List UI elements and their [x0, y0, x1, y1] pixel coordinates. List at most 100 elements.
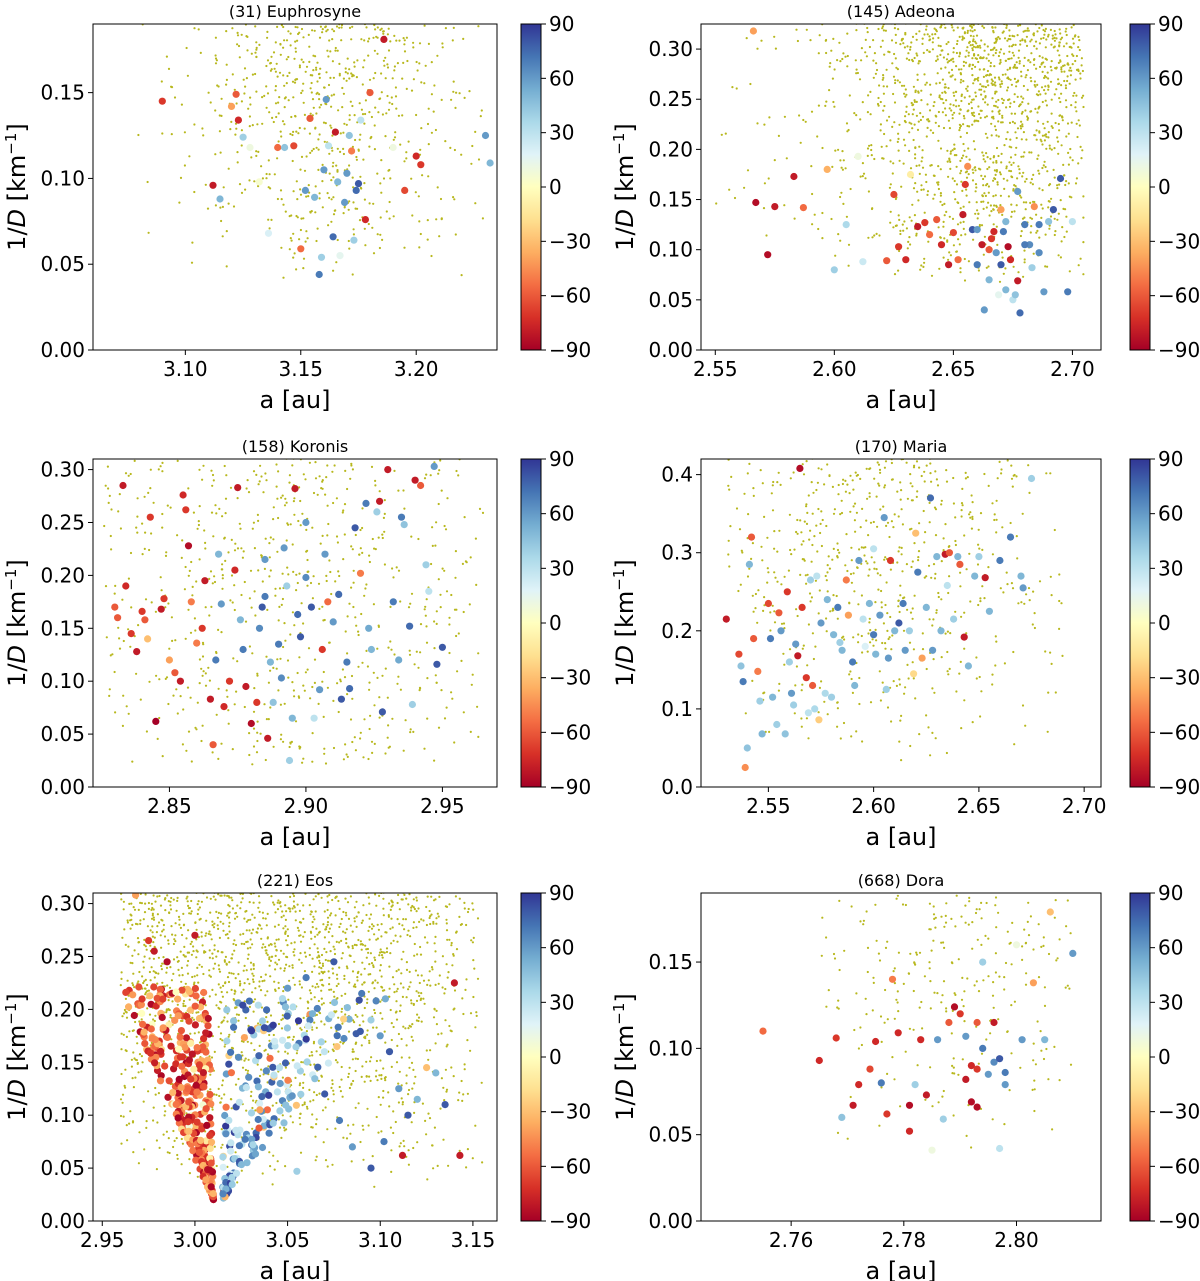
- background-point: [187, 574, 190, 577]
- background-point: [1000, 152, 1003, 155]
- background-point: [372, 77, 375, 80]
- background-point: [435, 681, 438, 684]
- background-point: [280, 890, 282, 892]
- background-point: [255, 154, 258, 157]
- background-point: [223, 1045, 226, 1048]
- background-point: [907, 52, 910, 55]
- background-point: [394, 131, 397, 134]
- background-point: [1029, 216, 1032, 219]
- background-point: [186, 686, 190, 689]
- data-point: [481, 131, 490, 140]
- background-point: [960, 509, 963, 512]
- background-point: [889, 160, 892, 163]
- background-point: [275, 1101, 278, 1105]
- background-point: [412, 41, 415, 44]
- background-point: [945, 99, 948, 102]
- background-point: [1023, 56, 1026, 60]
- background-point: [816, 481, 820, 484]
- background-point: [942, 21, 944, 23]
- background-point: [1042, 164, 1045, 167]
- background-point: [381, 986, 384, 989]
- background-point: [274, 945, 277, 948]
- background-point: [132, 1051, 135, 1054]
- background-point: [318, 197, 321, 200]
- background-point: [1035, 213, 1038, 216]
- background-point: [227, 912, 230, 915]
- background-point: [800, 717, 803, 720]
- background-point: [1034, 107, 1037, 110]
- background-point: [914, 182, 917, 185]
- colorbar-tick-label: 90: [549, 12, 574, 36]
- background-point: [731, 86, 734, 89]
- background-point: [434, 983, 437, 987]
- background-point: [106, 465, 109, 468]
- background-point: [180, 1137, 183, 1141]
- background-point: [247, 107, 250, 110]
- background-point: [1070, 104, 1073, 107]
- background-point: [248, 125, 251, 128]
- background-point: [1050, 148, 1053, 151]
- background-point: [154, 1014, 157, 1017]
- background-point: [952, 47, 955, 50]
- background-point: [360, 921, 363, 925]
- background-point: [453, 148, 456, 152]
- background-point: [293, 695, 296, 698]
- background-point: [426, 895, 429, 898]
- background-point: [1020, 70, 1023, 73]
- background-point: [362, 66, 365, 69]
- background-point: [754, 607, 757, 610]
- background-point: [909, 473, 912, 476]
- background-point: [983, 472, 986, 476]
- background-point: [177, 968, 180, 972]
- background-point: [310, 149, 314, 152]
- background-point: [426, 677, 429, 680]
- data-point: [973, 226, 981, 234]
- background-point: [967, 102, 971, 105]
- background-point: [1012, 54, 1016, 57]
- background-point: [145, 730, 148, 733]
- background-point: [379, 182, 382, 185]
- data-point: [842, 221, 850, 229]
- background-point: [727, 553, 730, 556]
- background-point: [351, 740, 354, 744]
- background-point: [460, 1079, 463, 1083]
- data-point: [880, 514, 888, 522]
- background-point: [861, 162, 865, 165]
- background-point: [867, 632, 870, 635]
- background-point: [255, 751, 259, 754]
- background-point: [916, 128, 920, 131]
- background-point: [297, 132, 300, 135]
- background-point: [785, 157, 788, 160]
- background-point: [823, 452, 825, 454]
- data-point: [367, 645, 375, 654]
- background-point: [210, 469, 213, 472]
- colorbar-tick-label: 90: [1158, 12, 1183, 36]
- background-point: [317, 1079, 320, 1082]
- background-point: [337, 899, 340, 903]
- background-point: [444, 140, 447, 143]
- background-point: [963, 96, 966, 99]
- y-tick-label: 0.1: [661, 697, 693, 721]
- background-point: [959, 207, 962, 210]
- background-point: [276, 497, 279, 500]
- background-point: [277, 112, 280, 115]
- background-point: [149, 487, 152, 490]
- background-point: [343, 503, 347, 506]
- background-point: [898, 683, 902, 686]
- background-point: [265, 64, 268, 68]
- background-point: [867, 236, 870, 239]
- background-point: [1021, 175, 1024, 178]
- background-point: [950, 109, 953, 112]
- background-point: [875, 495, 878, 498]
- background-point: [303, 113, 306, 116]
- background-point: [214, 890, 216, 892]
- background-point: [1021, 38, 1024, 41]
- background-point: [348, 164, 351, 167]
- background-point: [957, 21, 959, 23]
- background-point: [389, 1008, 392, 1012]
- background-point: [326, 28, 329, 31]
- background-point: [157, 972, 160, 975]
- background-point: [967, 260, 971, 263]
- panel-3: 2.85 2.90 2.950.000.050.100.150.200.250.30…: [2, 437, 591, 851]
- background-point: [213, 944, 216, 947]
